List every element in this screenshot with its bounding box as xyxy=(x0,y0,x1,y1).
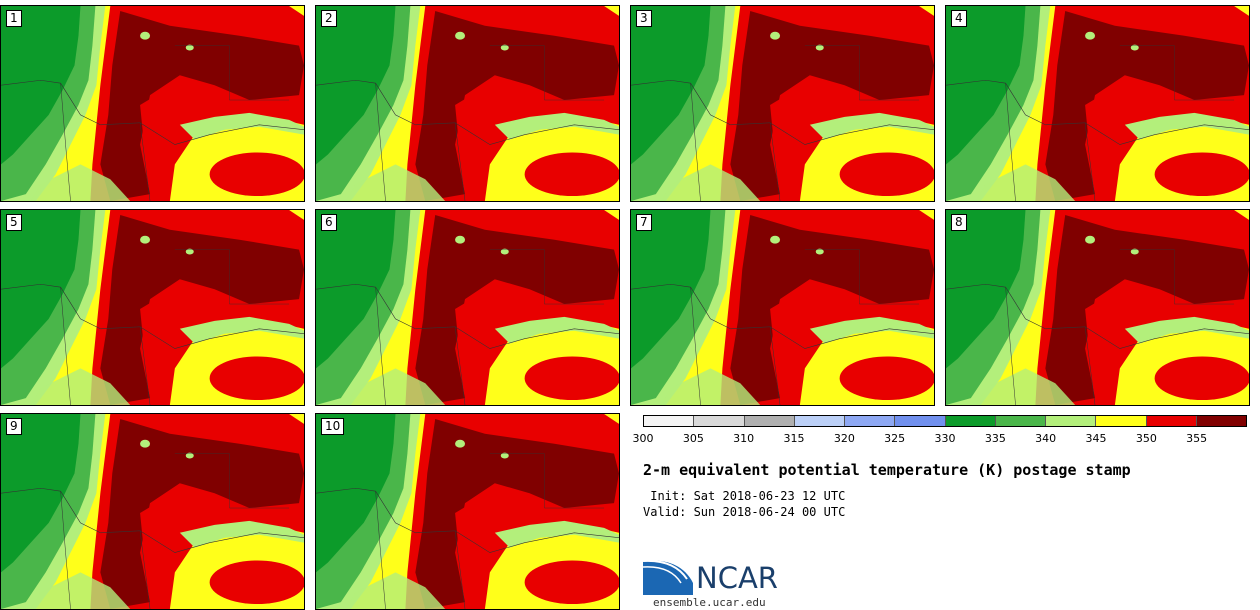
ensemble-member-panel: 8 xyxy=(945,209,1250,406)
panel-number-label: 7 xyxy=(636,214,652,231)
figure-title: 2-m equivalent potential temperature (K)… xyxy=(643,461,1131,479)
ensemble-member-panel: 1 xyxy=(0,5,305,202)
panel-number-label: 9 xyxy=(6,418,22,435)
colorbar-tick-label: 320 xyxy=(833,432,855,445)
ensemble-member-panel: 10 xyxy=(315,413,620,610)
colorbar-tick-label: 340 xyxy=(1035,432,1057,445)
colorbar-segment xyxy=(895,416,946,426)
ensemble-member-panel: 3 xyxy=(630,5,935,202)
colorbar-tick-label: 350 xyxy=(1135,432,1157,445)
colorbar-tick-label: 300 xyxy=(632,432,654,445)
colorbar-tick-label: 335 xyxy=(984,432,1006,445)
panel-number-label: 8 xyxy=(951,214,967,231)
ensemble-member-panel: 7 xyxy=(630,209,935,406)
colorbar-tick-label: 330 xyxy=(934,432,956,445)
ncar-logo-icon xyxy=(643,559,693,595)
panel-number-label: 3 xyxy=(636,10,652,27)
colorbar-segment xyxy=(1146,416,1197,426)
colorbar-segment xyxy=(1096,416,1147,426)
colorbar-segment xyxy=(644,416,695,426)
panel-number-label: 10 xyxy=(321,418,345,435)
colorbar-tick-label: 345 xyxy=(1085,432,1107,445)
colorbar-segment xyxy=(995,416,1046,426)
colorbar-segment xyxy=(1196,416,1246,426)
colorbar xyxy=(643,415,1247,427)
colorbar-segment xyxy=(694,416,745,426)
panel-number-label: 1 xyxy=(6,10,22,27)
colorbar-segment xyxy=(845,416,896,426)
colorbar-tick-label: 325 xyxy=(884,432,906,445)
colorbar-tick-label: 355 xyxy=(1186,432,1208,445)
colorbar-segment xyxy=(744,416,795,426)
panel-number-label: 2 xyxy=(321,10,337,27)
logo-url: ensemble.ucar.edu xyxy=(653,596,766,609)
colorbar-segment xyxy=(945,416,996,426)
panel-number-label: 5 xyxy=(6,214,22,231)
panel-number-label: 6 xyxy=(321,214,337,231)
ensemble-member-panel: 9 xyxy=(0,413,305,610)
colorbar-tick-label: 310 xyxy=(733,432,755,445)
ensemble-member-panel: 2 xyxy=(315,5,620,202)
ensemble-member-panel: 4 xyxy=(945,5,1250,202)
init-time: Init: Sat 2018-06-23 12 UTC xyxy=(643,489,846,503)
colorbar-segment xyxy=(1046,416,1097,426)
colorbar-tick-label: 305 xyxy=(682,432,704,445)
ensemble-member-panel: 5 xyxy=(0,209,305,406)
colorbar-tick-label: 315 xyxy=(783,432,805,445)
colorbar-segment xyxy=(794,416,845,426)
logo-text: NCAR xyxy=(696,561,778,595)
panel-number-label: 4 xyxy=(951,10,967,27)
valid-time: Valid: Sun 2018-06-24 00 UTC xyxy=(643,505,846,519)
ensemble-member-panel: 6 xyxy=(315,209,620,406)
